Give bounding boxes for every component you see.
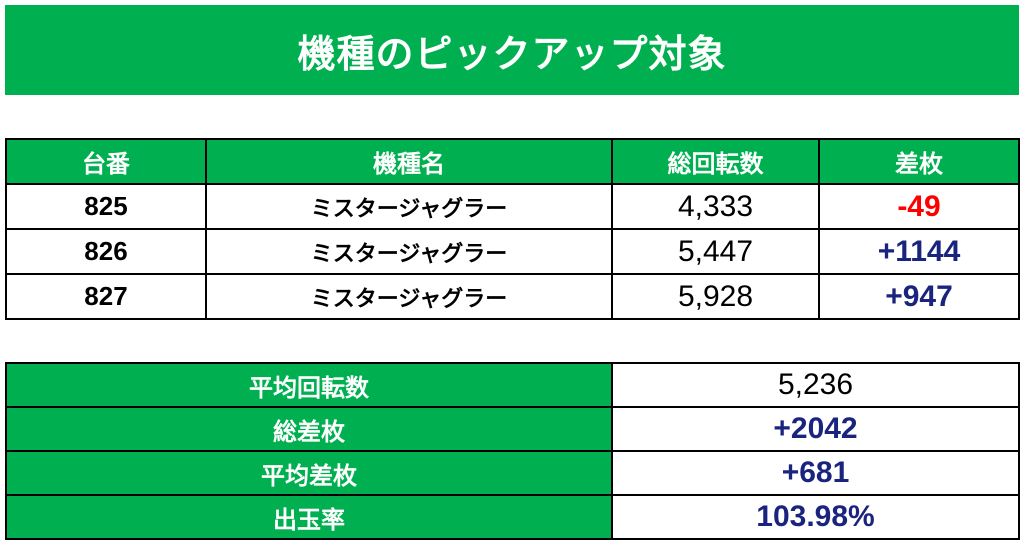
header-machine-name: 機種名 — [205, 138, 613, 185]
header-difference: 差枚 — [818, 138, 1020, 185]
header-total-spins: 総回転数 — [611, 138, 820, 185]
summary-label-average-difference: 平均差枚 — [5, 450, 613, 496]
summary-label-total-difference: 総差枚 — [5, 406, 613, 452]
machine-number: 827 — [5, 273, 207, 320]
summary-row: 出玉率 103.98% — [5, 494, 1020, 540]
table-row: 827 ミスタージャグラー 5,928 +947 — [5, 273, 1020, 320]
header-machine-number: 台番 — [5, 138, 207, 185]
difference: -49 — [818, 183, 1020, 230]
summary-row: 平均回転数 5,236 — [5, 362, 1020, 408]
machine-name: ミスタージャグラー — [205, 183, 613, 230]
summary-value-average-spins: 5,236 — [611, 362, 1020, 408]
table-row: 825 ミスタージャグラー 4,333 -49 — [5, 183, 1020, 230]
summary-label-payout-rate: 出玉率 — [5, 494, 613, 540]
difference: +947 — [818, 273, 1020, 320]
total-spins: 5,447 — [611, 228, 820, 275]
summary-row: 総差枚 +2042 — [5, 406, 1020, 452]
machine-number: 825 — [5, 183, 207, 230]
machine-number: 826 — [5, 228, 207, 275]
machine-name: ミスタージャグラー — [205, 273, 613, 320]
summary-label-average-spins: 平均回転数 — [5, 362, 613, 408]
summary-value-payout-rate: 103.98% — [611, 494, 1020, 540]
difference: +1144 — [818, 228, 1020, 275]
summary-row: 平均差枚 +681 — [5, 450, 1020, 496]
page-title: 機種のピックアップ対象 — [297, 31, 727, 76]
title-banner: 機種のピックアップ対象 — [5, 5, 1019, 95]
summary-value-total-difference: +2042 — [611, 406, 1020, 452]
table-header-row: 台番 機種名 総回転数 差枚 — [5, 138, 1020, 185]
summary-value-average-difference: +681 — [611, 450, 1020, 496]
total-spins: 4,333 — [611, 183, 820, 230]
machine-name: ミスタージャグラー — [205, 228, 613, 275]
table-row: 826 ミスタージャグラー 5,447 +1144 — [5, 228, 1020, 275]
total-spins: 5,928 — [611, 273, 820, 320]
summary-table: 平均回転数 5,236 総差枚 +2042 平均差枚 +681 出玉率 103.… — [5, 362, 1020, 540]
machine-table: 台番 機種名 総回転数 差枚 825 ミスタージャグラー 4,333 -49 8… — [5, 138, 1020, 320]
